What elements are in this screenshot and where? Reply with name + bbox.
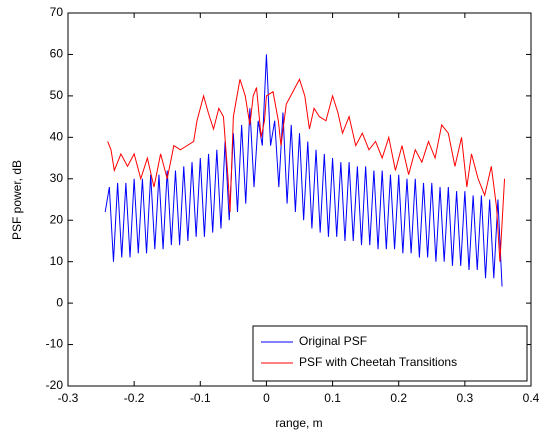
legend-label: Original PSF	[299, 334, 367, 348]
x-tick-label: 0.1	[324, 391, 341, 405]
y-tick-label: 60	[50, 47, 64, 61]
legend-box	[252, 325, 528, 382]
x-tick-label: 0	[263, 391, 270, 405]
x-tick-label: 0.3	[457, 391, 474, 405]
y-tick-label: 30	[50, 171, 64, 185]
y-tick-label: 20	[50, 212, 64, 226]
y-tick-label: 50	[50, 88, 64, 102]
y-tick-label: 70	[50, 5, 64, 19]
y-tick-label: -20	[46, 378, 64, 392]
x-tick-label: -0.3	[58, 391, 79, 405]
axes-box	[67, 12, 532, 387]
series-line	[107, 78, 506, 262]
x-tick-label: 0.4	[523, 391, 540, 405]
x-tick-label: 0.2	[390, 391, 407, 405]
y-axis-label: PSF power, dB	[10, 160, 24, 240]
y-tick-label: 40	[50, 130, 64, 144]
y-tick-label: -10	[46, 337, 64, 351]
legend-label: PSF with Cheetah Transitions	[299, 355, 457, 369]
series-line	[104, 54, 503, 287]
y-tick-label: 0	[56, 295, 63, 309]
x-tick-label: -0.2	[124, 391, 145, 405]
y-tick-label: 10	[50, 254, 64, 268]
x-axis-label: range, m	[275, 416, 322, 430]
x-tick-label: -0.1	[190, 391, 211, 405]
